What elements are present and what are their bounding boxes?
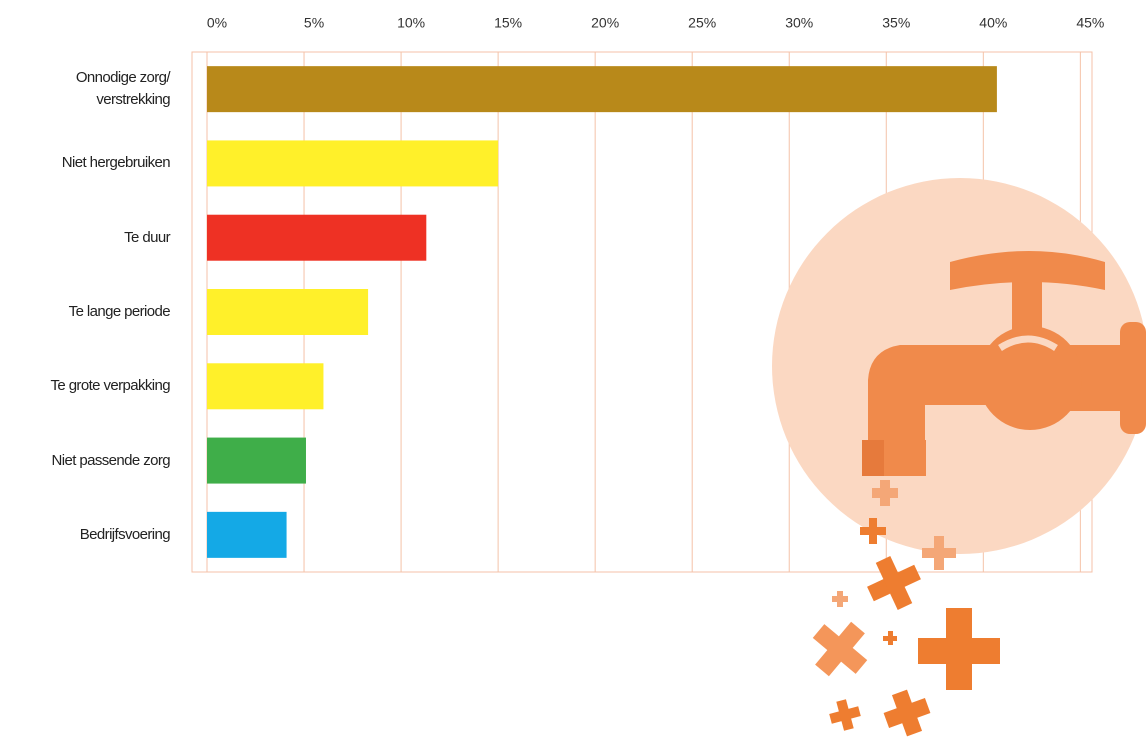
x-tick-label: 5%	[304, 15, 324, 31]
bar	[207, 363, 324, 410]
x-tick-label: 35%	[882, 15, 910, 31]
bar	[207, 66, 997, 113]
bar	[207, 140, 499, 187]
x-tick-label: 30%	[785, 15, 813, 31]
bar	[207, 289, 369, 335]
bar	[207, 511, 287, 558]
y-tick-label: Onnodige zorg/ verstrekking	[75, 69, 171, 109]
x-tick-label: 25%	[688, 15, 716, 31]
x-tick-label: 20%	[591, 15, 619, 31]
faucet-illustration	[772, 178, 1146, 737]
x-tick-label: 10%	[397, 15, 425, 31]
y-tick-label: Te lange periode	[68, 303, 171, 320]
y-tick-label: Bedrijfsvoering	[79, 525, 171, 543]
y-tick-label: Te duur	[124, 228, 170, 246]
x-tick-label: 0%	[207, 15, 227, 31]
x-tick-label: 40%	[979, 15, 1007, 31]
x-tick-label: 45%	[1076, 15, 1104, 31]
x-tick-label: 15%	[494, 15, 522, 31]
y-tick-label: Niet hergebruiken	[61, 154, 171, 172]
y-tick-label: Te grote verpakking	[50, 377, 170, 395]
bar	[207, 437, 306, 484]
y-tick-label: Niet passende zorg	[51, 451, 171, 469]
bar	[207, 214, 427, 261]
